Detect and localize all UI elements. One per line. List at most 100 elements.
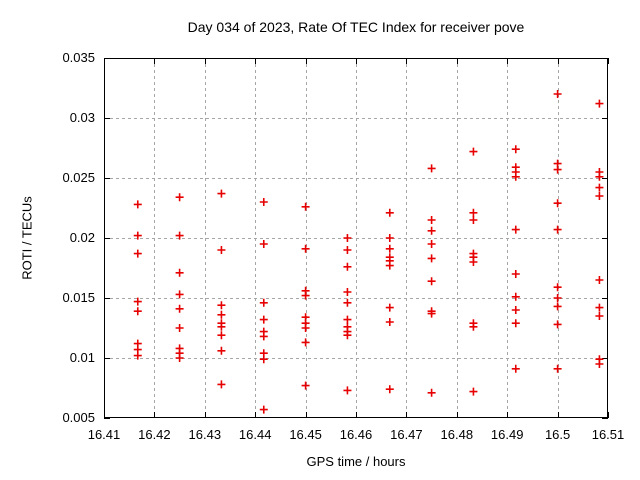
data-point-marker xyxy=(511,225,520,234)
data-points xyxy=(133,90,604,414)
data-point-marker xyxy=(385,208,394,217)
data-point-marker xyxy=(133,297,142,306)
data-point-marker xyxy=(385,261,394,270)
x-axis-label: GPS time / hours xyxy=(306,454,406,469)
x-tick-label: 16.5 xyxy=(544,427,571,442)
data-point-marker xyxy=(175,193,184,202)
y-tick-label: 0.01 xyxy=(69,350,95,365)
data-point-marker xyxy=(175,268,184,277)
data-point-marker xyxy=(343,315,352,324)
data-point-marker xyxy=(301,202,310,211)
data-point-marker xyxy=(553,364,562,373)
data-point-marker xyxy=(343,331,352,340)
x-tick-label: 16.48 xyxy=(440,427,474,442)
data-point-marker xyxy=(553,199,562,208)
data-point-marker xyxy=(133,249,142,258)
data-point-marker xyxy=(427,388,436,397)
data-point-marker xyxy=(385,318,394,326)
data-point-marker xyxy=(385,303,394,312)
data-point-marker xyxy=(553,302,562,311)
x-tick-label: 16.44 xyxy=(238,427,272,442)
data-point-marker xyxy=(133,307,142,316)
data-point-marker xyxy=(595,360,604,368)
y-tick-label: 0.035 xyxy=(62,50,95,65)
x-tick-label: 16.42 xyxy=(138,427,171,442)
data-point-marker xyxy=(301,338,310,347)
data-point-marker xyxy=(259,298,268,307)
data-point-marker xyxy=(175,324,184,332)
data-point-marker xyxy=(259,240,268,248)
plot-border xyxy=(104,58,608,418)
data-point-marker xyxy=(511,270,520,278)
y-tick-label: 0.03 xyxy=(69,110,95,125)
data-point-marker xyxy=(595,312,604,320)
data-point-marker xyxy=(385,244,394,253)
data-point-marker xyxy=(343,288,352,296)
data-point-marker xyxy=(511,172,520,181)
x-tick-label: 16.49 xyxy=(490,427,524,442)
data-point-marker xyxy=(217,322,226,331)
data-point-marker xyxy=(511,292,520,301)
x-tick-label: 16.43 xyxy=(188,427,222,442)
data-point-marker xyxy=(595,192,604,200)
data-point-marker xyxy=(469,322,478,331)
data-point-marker xyxy=(469,387,478,396)
data-point-marker xyxy=(217,246,226,254)
data-point-marker xyxy=(427,240,436,248)
data-point-marker xyxy=(511,319,520,328)
data-point-marker xyxy=(259,405,268,414)
data-point-marker xyxy=(217,301,226,310)
data-point-marker xyxy=(175,304,184,313)
data-point-marker xyxy=(553,225,562,234)
data-point-marker xyxy=(259,198,268,206)
data-point-marker xyxy=(427,164,436,173)
x-tick-label: 16.46 xyxy=(339,427,373,442)
data-point-marker xyxy=(217,346,226,355)
axis-ticks xyxy=(104,58,609,419)
chart-title: Day 034 of 2023, Rate Of TEC Index for r… xyxy=(187,19,525,35)
data-point-marker xyxy=(217,380,226,389)
x-tick-label: 16.41 xyxy=(87,427,121,442)
data-point-marker xyxy=(595,183,604,192)
x-tick-label: 16.45 xyxy=(289,427,322,442)
data-point-marker xyxy=(301,244,310,253)
data-point-marker xyxy=(175,290,184,299)
data-point-marker xyxy=(343,234,352,242)
data-point-marker xyxy=(427,226,436,235)
data-point-marker xyxy=(469,258,478,266)
data-point-marker xyxy=(175,231,184,240)
data-point-marker xyxy=(553,283,562,292)
data-point-marker xyxy=(217,189,226,198)
data-point-marker xyxy=(259,315,268,324)
data-point-marker xyxy=(343,262,352,271)
data-point-marker xyxy=(427,254,436,263)
plot-area xyxy=(104,58,609,419)
data-point-marker xyxy=(427,309,436,318)
data-point-marker xyxy=(343,386,352,395)
data-point-marker xyxy=(343,246,352,254)
data-point-marker xyxy=(301,381,310,390)
x-tick-label: 16.47 xyxy=(390,427,423,442)
y-tick-label: 0.015 xyxy=(62,290,95,305)
x-tick-label: 16.51 xyxy=(591,427,625,442)
data-point-marker xyxy=(595,99,604,108)
data-point-marker xyxy=(133,231,142,240)
data-point-marker xyxy=(595,172,604,181)
data-point-marker xyxy=(259,332,268,341)
data-point-marker xyxy=(301,324,310,332)
data-point-marker xyxy=(595,303,604,312)
data-point-marker xyxy=(217,310,226,319)
grid-lines xyxy=(104,58,608,418)
y-axis-label: ROTI / TECUs xyxy=(19,196,35,280)
data-point-marker xyxy=(259,355,268,364)
data-point-marker xyxy=(427,216,436,224)
data-point-marker xyxy=(385,385,394,394)
data-point-marker xyxy=(469,208,478,217)
data-point-marker xyxy=(217,331,226,340)
data-point-marker xyxy=(553,320,562,329)
data-point-marker xyxy=(427,277,436,286)
data-point-marker xyxy=(511,145,520,154)
data-point-marker xyxy=(469,216,478,224)
data-point-marker xyxy=(301,291,310,300)
